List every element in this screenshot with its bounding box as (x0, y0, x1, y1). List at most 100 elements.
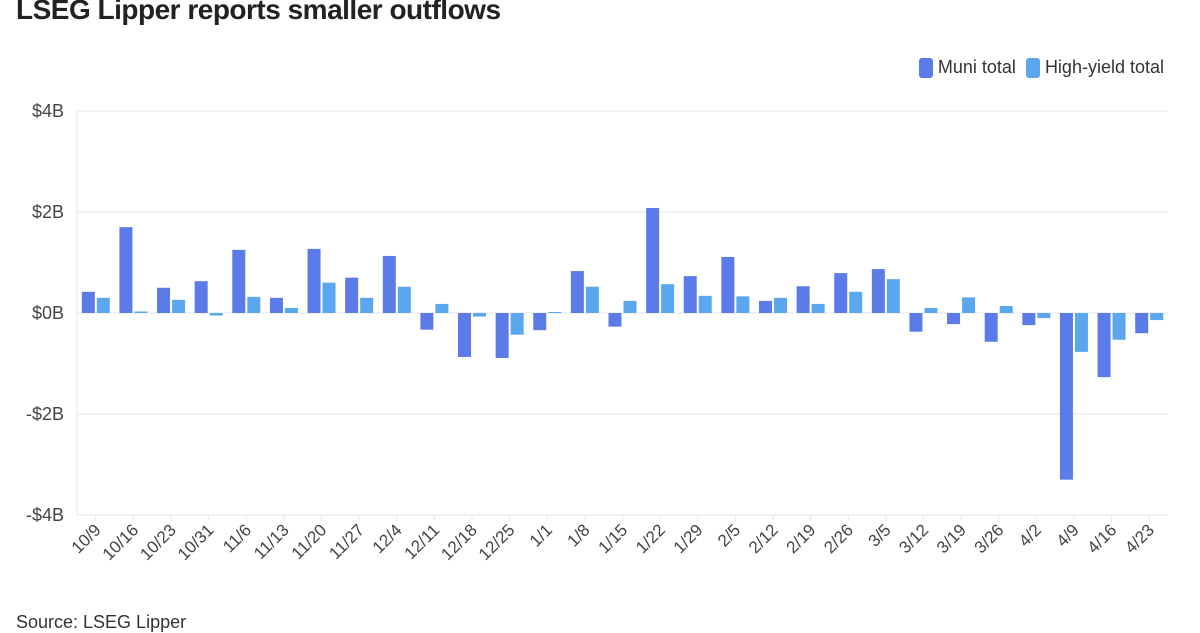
source-note: Source: LSEG Lipper (16, 612, 187, 632)
bar-muni (834, 273, 848, 313)
bar-high-yield (134, 311, 148, 313)
bar-high-yield (773, 297, 787, 313)
x-tick-label: 4/16 (1084, 520, 1121, 557)
legend-label: High-yield total (1044, 57, 1164, 77)
x-tick-label: 3/26 (971, 520, 1008, 557)
y-tick-label: $0B (32, 303, 64, 323)
x-tick-label: 11/6 (219, 520, 255, 556)
legend-swatch (918, 57, 933, 78)
x-tick-label: 4/2 (1015, 520, 1045, 550)
bar-high-yield (96, 297, 110, 313)
bar-muni (119, 227, 133, 313)
x-tick-label: 1/22 (632, 520, 669, 557)
bar-muni (495, 313, 509, 358)
x-tick-label: 2/12 (745, 520, 782, 557)
x-tick-label: 10/23 (136, 520, 180, 564)
x-tick-label: 1/1 (526, 520, 556, 550)
y-tick-label: -$4B (26, 505, 64, 525)
x-tick-label: 1/15 (594, 520, 631, 557)
x-tick-label: 2/19 (783, 520, 820, 557)
x-tick-label: 1/29 (670, 520, 707, 557)
bar-muni (382, 255, 396, 313)
x-tick-label: 11/20 (288, 520, 331, 563)
bar-high-yield (736, 296, 750, 313)
legend-label: Muni total (937, 57, 1016, 77)
bar-muni (646, 207, 660, 313)
bar-muni (1059, 313, 1073, 480)
y-tick-label: $2B (32, 202, 64, 222)
x-tick-label: 11/13 (250, 520, 293, 563)
bar-muni (307, 248, 321, 313)
bar-muni (81, 291, 95, 313)
x-tick-label: 12/18 (437, 520, 481, 564)
bar-high-yield (1074, 313, 1088, 352)
bar-muni (1022, 313, 1036, 326)
bar-high-yield (623, 300, 637, 313)
bar-high-yield (209, 313, 223, 316)
bar-muni (984, 313, 998, 342)
x-tick-label: 4/9 (1053, 520, 1083, 550)
x-tick-label: 2/5 (714, 520, 744, 550)
bar-high-yield (1112, 313, 1126, 340)
bar-muni (269, 297, 283, 313)
bar-high-yield (1150, 313, 1164, 321)
bar-high-yield (661, 284, 675, 313)
bar-high-yield (585, 286, 599, 313)
x-tick-label: 12/25 (475, 520, 519, 564)
bar-high-yield (435, 303, 449, 313)
y-tick-label: -$2B (26, 404, 64, 424)
bar-high-yield (548, 311, 562, 313)
bar-high-yield (849, 291, 863, 313)
bar-muni (1097, 313, 1111, 378)
bar-muni (909, 313, 923, 332)
bar-muni (758, 300, 772, 313)
x-tick-label: 2/26 (820, 520, 857, 557)
x-tick-label: 12/11 (401, 520, 444, 563)
bar-high-yield (284, 307, 298, 313)
bar-high-yield (397, 286, 411, 313)
bar-high-yield (247, 296, 261, 313)
bar-high-yield (473, 313, 487, 317)
chart-title: LSEG Lipper reports smaller outflows (16, 0, 501, 25)
bar-muni (608, 313, 622, 327)
bar-high-yield (172, 299, 186, 313)
bar-high-yield (360, 297, 374, 313)
bar-muni (1135, 313, 1149, 334)
bar-high-yield (1037, 313, 1051, 319)
bar-muni (796, 286, 810, 313)
bar-muni (157, 287, 171, 313)
bar-high-yield (811, 303, 825, 313)
bar-muni (947, 313, 961, 325)
bar-muni (570, 271, 584, 313)
bar-muni (194, 281, 208, 313)
x-tick-label: 12/4 (369, 520, 406, 557)
bar-high-yield (510, 313, 524, 335)
bar-muni (420, 313, 434, 330)
x-tick-label: 3/5 (865, 520, 895, 550)
bar-high-yield (924, 307, 938, 313)
bar-high-yield (999, 305, 1013, 313)
bar-muni (533, 313, 547, 331)
x-tick-label: 1/8 (564, 520, 594, 550)
legend: Muni total High-yield total (918, 57, 1164, 78)
bar-muni (458, 313, 472, 357)
x-tick-label: 10/16 (99, 520, 143, 564)
bar-muni (345, 277, 359, 313)
x-tick-label: 11/27 (325, 520, 368, 563)
x-tick-label: 3/12 (895, 520, 932, 557)
bar-high-yield (886, 279, 900, 313)
bar-high-yield (698, 295, 712, 313)
legend-item-high-yield[interactable]: High-yield total (1025, 57, 1164, 78)
legend-item-muni[interactable]: Muni total (918, 57, 1016, 78)
bar-muni (683, 276, 697, 313)
legend-swatch (1025, 57, 1040, 78)
bar-muni (871, 269, 885, 313)
y-tick-label: $4B (32, 101, 64, 121)
x-tick-label: 4/23 (1121, 520, 1158, 557)
bar-high-yield (962, 297, 976, 313)
bar-muni (721, 256, 735, 313)
bar-muni (232, 249, 246, 313)
x-tick-label: 10/31 (174, 520, 218, 564)
x-tick-label: 3/19 (933, 520, 970, 557)
